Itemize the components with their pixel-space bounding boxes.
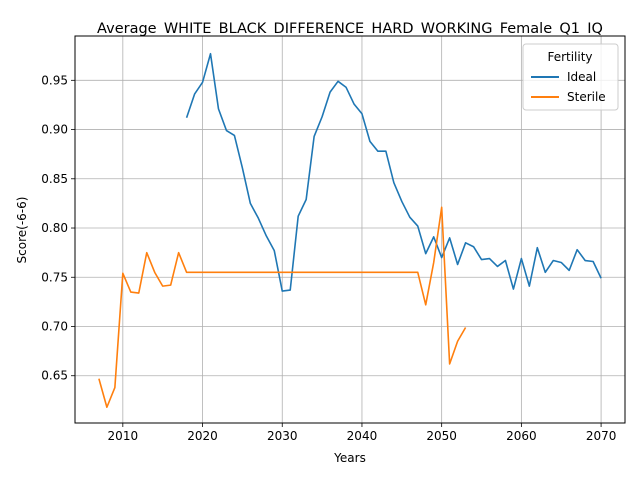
legend-label-sterile: Sterile	[567, 90, 606, 104]
legend: Fertility Ideal Sterile	[522, 43, 619, 111]
y-tick-label: 0.85	[41, 172, 68, 186]
x-tick-label: 2070	[586, 429, 617, 443]
y-tick-label: 0.80	[41, 221, 68, 235]
x-tick-label: 2020	[187, 429, 218, 443]
y-tick-label: 0.95	[41, 73, 68, 87]
y-tick-label: 0.90	[41, 123, 68, 137]
x-tick-label: 2010	[108, 429, 139, 443]
y-tick-label: 0.65	[41, 369, 68, 383]
x-tick-label: 2060	[506, 429, 537, 443]
grid-lines	[75, 36, 625, 423]
x-tick-label: 2040	[347, 429, 378, 443]
x-tick-label: 2030	[267, 429, 298, 443]
x-tick-label: 2050	[426, 429, 457, 443]
legend-title: Fertility	[547, 50, 592, 64]
axis-ticks: 2010 2020 2030 2040 2050 2060 2070 0.65 0.70 0.75…	[41, 73, 616, 443]
legend-box	[522, 43, 619, 111]
y-tick-label: 0.70	[41, 319, 68, 333]
y-axis-label: Score(-6-6)	[15, 197, 29, 264]
y-tick-label: 0.75	[41, 270, 68, 284]
series-line-ideal	[185, 52, 602, 292]
x-axis-label: Years	[333, 451, 366, 465]
series-line-sterile	[98, 206, 467, 409]
chart-title: Average_WHITE_BLACK_DIFFERENCE_HARD_WORK…	[97, 21, 603, 37]
series-lines	[98, 52, 602, 409]
legend-label-ideal: Ideal	[567, 70, 596, 84]
plot-frame	[74, 35, 626, 424]
